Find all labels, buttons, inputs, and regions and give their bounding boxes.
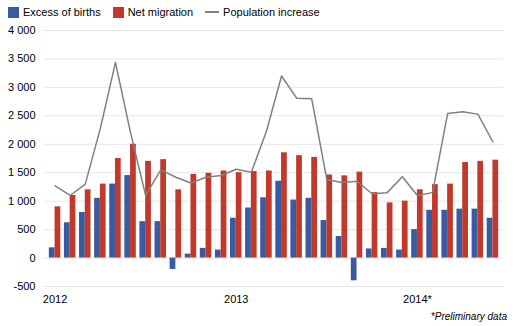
- svg-text:2 500: 2 500: [8, 109, 36, 121]
- svg-text:-500: -500: [13, 280, 35, 292]
- html-text:Population increase: Population increase: [223, 6, 320, 18]
- svg-text:1 000: 1 000: [8, 195, 36, 207]
- svg-text:1 500: 1 500: [8, 166, 36, 178]
- svg-text:3 500: 3 500: [8, 52, 36, 64]
- svg-text:3 000: 3 000: [8, 81, 36, 93]
- svg-text:500: 500: [17, 223, 35, 235]
- svg-text:4 000: 4 000: [8, 24, 36, 36]
- html-text:Net migration: Net migration: [127, 6, 194, 18]
- svg-text:2012: 2012: [43, 293, 67, 305]
- svg-text:2 000: 2 000: [8, 138, 36, 150]
- svg-text:0: 0: [29, 252, 35, 264]
- html-text:*Preliminary data: *Preliminary data: [430, 311, 507, 322]
- html-text:Excess of births: Excess of births: [23, 6, 101, 18]
- svg-text:2014*: 2014*: [403, 293, 432, 305]
- svg-text:2013: 2013: [224, 293, 248, 305]
